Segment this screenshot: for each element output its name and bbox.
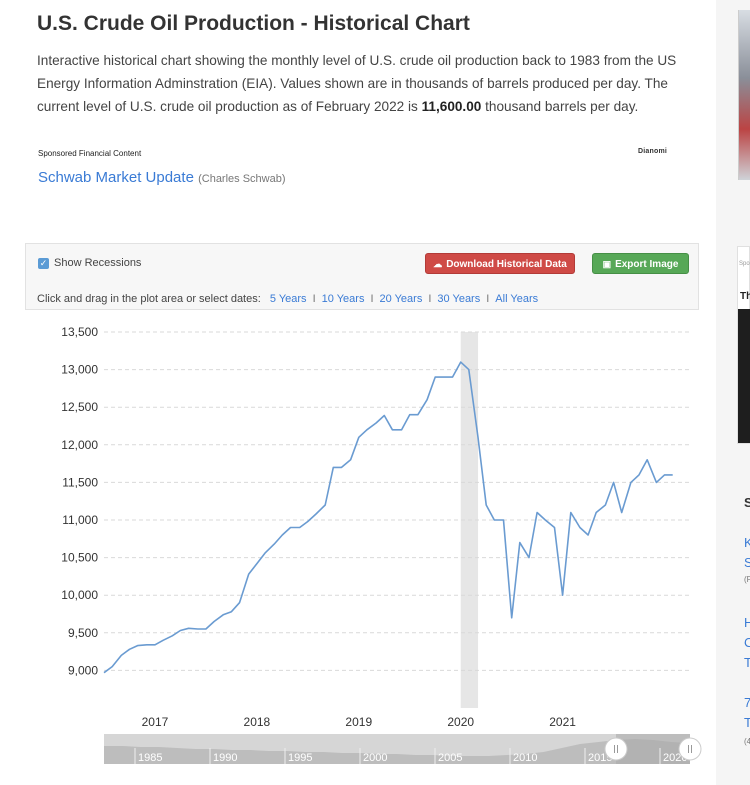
- sidebar-link-0: S: [744, 495, 750, 510]
- y-tick-label: 9,500: [68, 626, 98, 640]
- y-tick-label: 12,500: [61, 400, 98, 414]
- sidebar-link-3: (F: [744, 575, 750, 584]
- navigator-label: 1995: [288, 752, 312, 764]
- navigator-label: 2010: [513, 752, 537, 764]
- navigator-label: 2000: [363, 752, 387, 764]
- y-tick-label: 11,000: [62, 513, 98, 527]
- y-tick-label: 13,500: [61, 325, 98, 339]
- x-tick-label: 2017: [142, 715, 169, 729]
- range-10-years[interactable]: 10 Years: [321, 293, 365, 305]
- y-tick-label: 13,000: [61, 363, 98, 377]
- export-label: Export Image: [615, 259, 679, 270]
- series-line: [103, 361, 673, 674]
- navigator-handle-right[interactable]: [678, 737, 702, 761]
- sidebar-ad-image[interactable]: [738, 10, 750, 180]
- description-suffix: thousand barrels per day.: [481, 99, 639, 114]
- sponsor-link[interactable]: Schwab Market Update (Charles Schwab): [38, 169, 286, 186]
- sidebar-link-4[interactable]: H: [744, 615, 750, 630]
- production-chart[interactable]: 9,000 9,500 10,000 10,500 11,000 11,500 12,000…: [0, 315, 716, 785]
- show-recessions-checkbox[interactable]: ✓: [38, 258, 49, 269]
- x-tick-label: 2019: [345, 715, 372, 729]
- sidebar-link-8[interactable]: T: [744, 715, 750, 730]
- range-30-years[interactable]: 30 Years: [437, 293, 481, 305]
- main-content: U.S. Crude Oil Production - Historical C…: [0, 12, 716, 785]
- download-data-button[interactable]: ☁ Download Historical Data: [425, 253, 575, 274]
- sidebar-link-7[interactable]: 7: [744, 695, 750, 710]
- range-20-years[interactable]: 20 Years: [379, 293, 423, 305]
- y-tick-label: 10,500: [61, 551, 98, 565]
- navigator-label: 1985: [138, 752, 162, 764]
- dianomi-logo[interactable]: Dianomi: [638, 148, 668, 155]
- sponsored-label: Sponsored Financial Content: [38, 149, 142, 158]
- y-tick-label: 9,000: [68, 663, 98, 677]
- y-tick-label: 12,000: [61, 438, 98, 452]
- range-all-years[interactable]: All Years: [495, 293, 539, 305]
- sponsor-link-text[interactable]: Schwab Market Update: [38, 169, 194, 186]
- x-tick-label: 2020: [447, 715, 474, 729]
- navigator-window[interactable]: [616, 734, 690, 764]
- current-value: 11,600.00: [421, 99, 482, 114]
- chart-toolbar: ✓ Show Recessions ☁ Download Historical D…: [25, 243, 699, 310]
- description-text: Interactive historical chart showing the…: [37, 53, 677, 114]
- sidebar-link-5[interactable]: C: [744, 635, 750, 650]
- sidebar-panel: Spo Th: [737, 246, 750, 444]
- range-5-years[interactable]: 5 Years: [269, 293, 307, 305]
- sidebar-link-2[interactable]: S: [744, 555, 750, 570]
- image-icon: ▣: [602, 259, 612, 269]
- download-label: Download Historical Data: [446, 259, 567, 270]
- sidebar-heading: Th: [740, 291, 750, 302]
- cloud-download-icon: ☁: [433, 259, 443, 269]
- sidebar-link-1[interactable]: K: [744, 535, 750, 550]
- navigator-label: 1990: [213, 752, 237, 764]
- navigator-silhouette: [104, 739, 690, 764]
- y-tick-label: 10,000: [61, 588, 98, 602]
- x-tick-label: 2021: [549, 715, 576, 729]
- navigator-handle-left[interactable]: [604, 737, 628, 761]
- sidebar-link-6[interactable]: T: [744, 655, 750, 670]
- sidebar-sponsored-label: Spo: [739, 261, 750, 267]
- range-prompt: Click and drag in the plot area or selec…: [37, 293, 261, 305]
- page-title: U.S. Crude Oil Production - Historical C…: [37, 12, 470, 35]
- x-tick-label: 2018: [244, 715, 271, 729]
- y-tick-label: 11,500: [62, 475, 98, 489]
- sidebar-link-9: (4: [744, 737, 750, 746]
- page-description: Interactive historical chart showing the…: [37, 49, 707, 118]
- sidebar-video[interactable]: [738, 309, 750, 443]
- show-recessions-label[interactable]: Show Recessions: [54, 257, 142, 269]
- export-image-button[interactable]: ▣ Export Image: [592, 253, 689, 274]
- navigator-label: 2005: [438, 752, 462, 764]
- date-range-selector: Click and drag in the plot area or selec…: [37, 293, 539, 305]
- sponsor-source: (Charles Schwab): [198, 173, 286, 185]
